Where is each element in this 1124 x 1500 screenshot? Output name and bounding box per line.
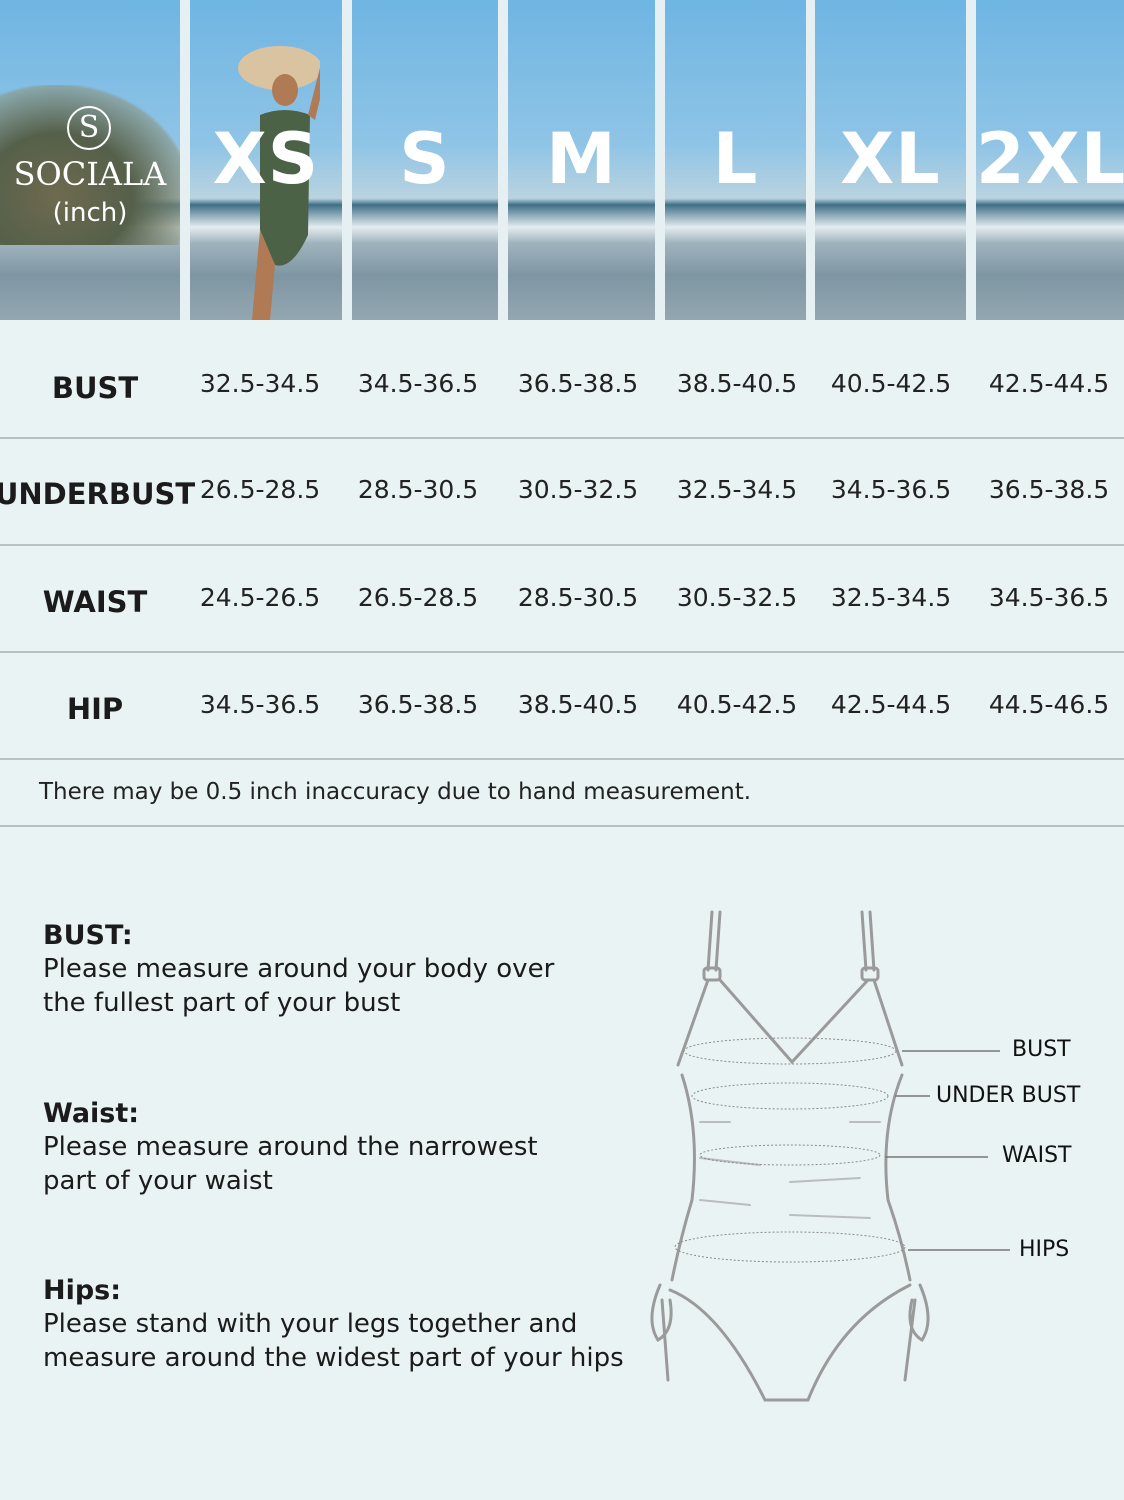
table-cell: 42.5-44.5 [988,369,1110,398]
divider [0,544,1124,546]
size-label: XL [840,118,941,200]
instruction-text: the fullest part of your bust [43,988,401,1018]
swimsuit-diagram: BUST UNDER BUST WAIST HIPS [640,900,1080,1420]
instruction-text: measure around the widest part of your h… [43,1343,624,1373]
diagram-label-underbust: UNDER BUST [936,1083,1081,1108]
waist-instruction: Waist: Please measure around the narrowe… [43,1098,538,1197]
table-cell: 24.5-26.5 [199,583,321,612]
size-label: 2XL [976,118,1124,200]
table-cell: 34.5-36.5 [357,369,479,398]
table-cell: 30.5-32.5 [517,475,639,504]
instruction-text: Please measure around your body over [43,954,555,984]
size-panel-l: L [665,0,806,320]
size-label: M [546,118,617,200]
row-label: UNDERBUST [0,477,196,511]
diagram-label-hips: HIPS [1019,1237,1070,1262]
size-panel-2xl: 2XL [976,0,1124,320]
table-cell: 32.5-34.5 [830,583,952,612]
table-cell: 34.5-36.5 [199,690,321,719]
size-label: XS [212,118,320,200]
measurement-note: There may be 0.5 inch inaccuracy due to … [39,779,752,805]
table-cell: 32.5-34.5 [676,475,798,504]
size-panel-m: M [508,0,655,320]
divider [0,651,1124,653]
instruction-heading: BUST: [43,920,133,951]
table-cell: 28.5-30.5 [517,583,639,612]
divider [0,758,1124,760]
hips-instruction: Hips: Please stand with your legs togeth… [43,1275,624,1374]
size-label: L [712,118,759,200]
table-cell: 32.5-34.5 [199,369,321,398]
size-panel-xs: XS [190,0,342,320]
instruction-text: part of your waist [43,1166,273,1196]
size-panel-s: S [352,0,498,320]
table-cell: 40.5-42.5 [676,690,798,719]
table-cell: 36.5-38.5 [517,369,639,398]
model-photo [238,46,320,320]
table-cell: 34.5-36.5 [830,475,952,504]
table-cell: 26.5-28.5 [357,583,479,612]
size-panel-xl: XL [815,0,966,320]
table-cell: 26.5-28.5 [199,475,321,504]
table-cell: 38.5-40.5 [676,369,798,398]
table-cell: 34.5-36.5 [988,583,1110,612]
row-label: WAIST [42,585,148,619]
table-cell: 38.5-40.5 [517,690,639,719]
instruction-heading: Hips: [43,1275,122,1306]
brand-panel: S SOCIALA (inch) [0,0,180,320]
row-label: BUST [51,371,139,405]
table-cell: 40.5-42.5 [830,369,952,398]
table-cell: 36.5-38.5 [988,475,1110,504]
brand-logo-icon: S [67,106,111,150]
diagram-label-waist: WAIST [1002,1143,1072,1168]
table-cell: 28.5-30.5 [357,475,479,504]
table-cell: 44.5-46.5 [988,690,1110,719]
instruction-text: Please measure around the narrowest [43,1132,538,1162]
size-label: S [399,118,451,200]
bust-instruction: BUST: Please measure around your body ov… [43,920,554,1019]
table-cell: 36.5-38.5 [357,690,479,719]
divider [0,825,1124,827]
table-cell: 42.5-44.5 [830,690,952,719]
swimsuit-sketch [650,910,1010,1402]
brand-name: SOCIALA [13,155,167,193]
table-cell: 30.5-32.5 [676,583,798,612]
row-label: HIP [66,692,124,726]
diagram-label-bust: BUST [1012,1037,1071,1062]
instruction-text: Please stand with your legs together and [43,1309,578,1339]
instruction-heading: Waist: [43,1098,140,1129]
size-header: S SOCIALA (inch) XS S M L XL 2XL [0,0,1124,320]
divider [0,437,1124,439]
unit-label: (inch) [52,198,128,228]
